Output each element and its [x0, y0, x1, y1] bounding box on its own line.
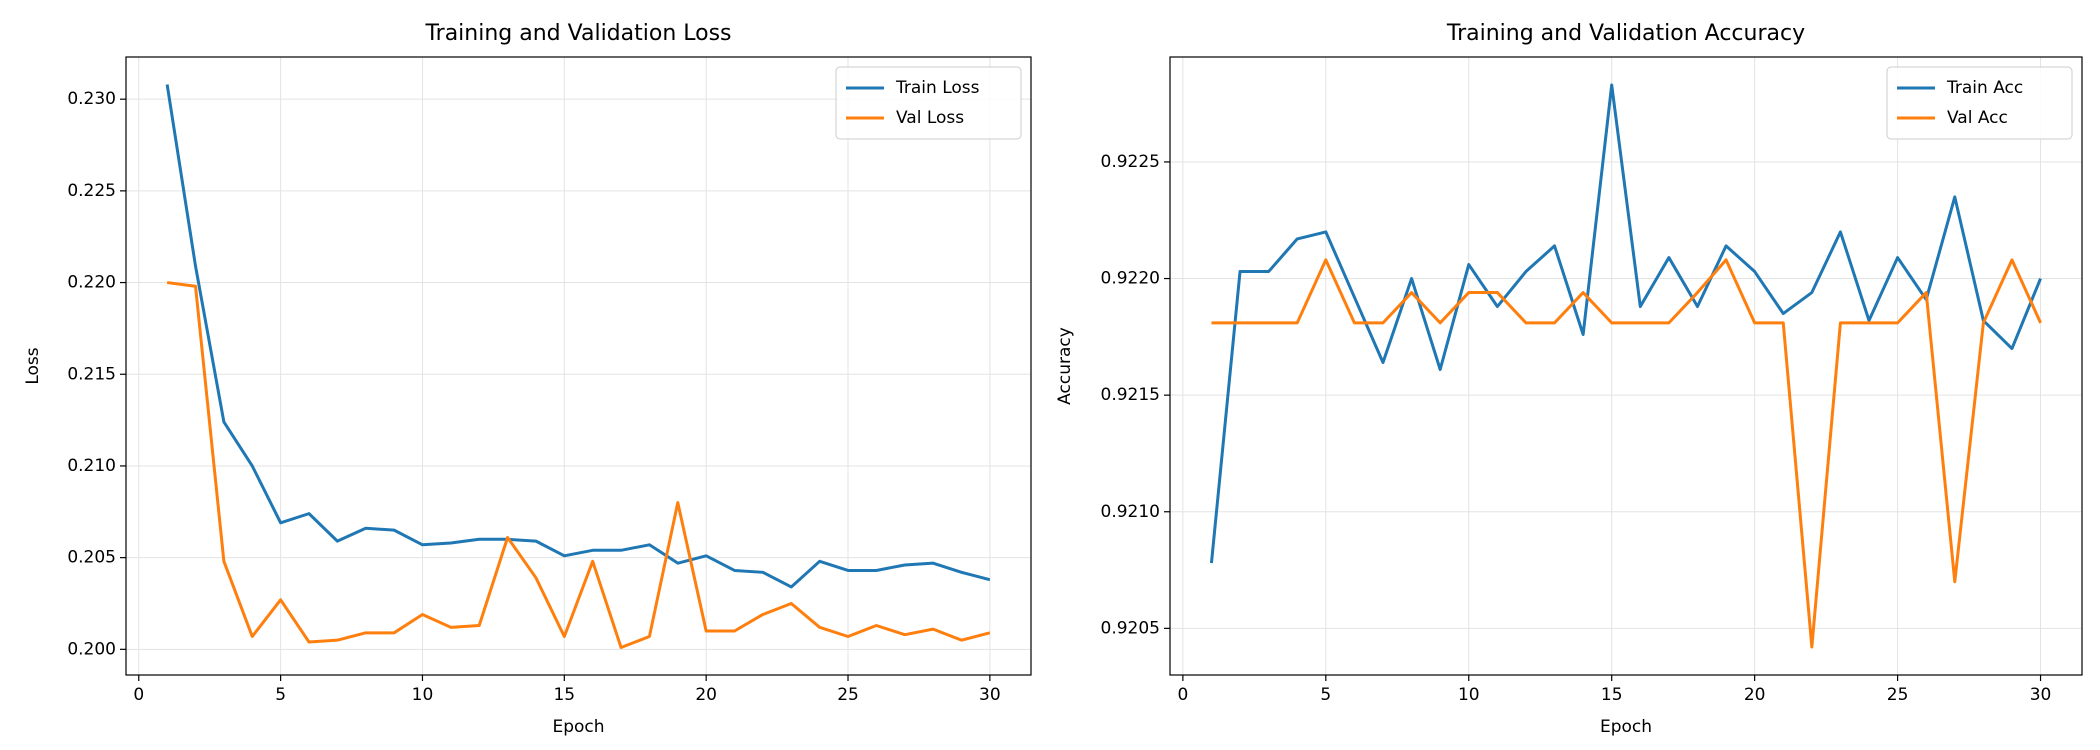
series-line — [166, 281, 991, 649]
legend: Train Acc Val Acc — [1886, 66, 2073, 140]
legend: Train Loss Val Loss — [835, 66, 1022, 140]
y-tick-label: 0.230 — [67, 89, 116, 109]
y-tick-label: 0.200 — [67, 639, 116, 659]
x-tick-label: 20 — [1744, 685, 1766, 705]
y-tick-label: 0.9210 — [1101, 502, 1160, 522]
x-tick-label: 25 — [1887, 685, 1909, 705]
plot-frame — [1169, 56, 2083, 676]
x-tick-label: 0 — [133, 685, 144, 705]
y-tick-label: 0.9220 — [1101, 269, 1160, 289]
y-tick-label: 0.9205 — [1101, 618, 1160, 638]
x-axis-label: Epoch — [1600, 717, 1652, 737]
x-tick-label: 30 — [979, 685, 1001, 705]
chart-title: Training and Validation Loss — [424, 21, 731, 46]
legend-label: Val Acc — [1947, 108, 2008, 128]
y-tick-label: 0.225 — [67, 181, 116, 201]
series-line — [1211, 258, 2042, 649]
x-tick-label: 0 — [1177, 685, 1188, 705]
y-tick-label: 0.205 — [67, 548, 116, 568]
y-tick-label: 0.9225 — [1101, 152, 1160, 172]
chart-title: Training and Validation Accuracy — [1446, 21, 1805, 46]
x-tick-label: 15 — [553, 685, 575, 705]
y-tick-label: 0.220 — [67, 273, 116, 293]
x-tick-label: 5 — [275, 685, 286, 705]
series-line — [165, 84, 991, 589]
x-tick-label: 20 — [695, 685, 717, 705]
legend-box — [1886, 66, 2073, 140]
legend-box — [835, 66, 1022, 140]
plot-frame — [125, 56, 1032, 676]
x-tick-label: 5 — [1320, 685, 1331, 705]
legend-label: Train Acc — [1946, 78, 2023, 98]
y-axis-label: Loss — [23, 347, 43, 384]
y-tick-label: 0.215 — [67, 364, 116, 384]
y-tick-label: 0.210 — [67, 456, 116, 476]
x-tick-label: 25 — [837, 685, 859, 705]
x-tick-label: 15 — [1601, 685, 1623, 705]
series-line — [1209, 83, 2042, 564]
y-tick-label: 0.9215 — [1101, 385, 1160, 405]
legend-label: Val Loss — [896, 108, 964, 128]
x-tick-label: 30 — [2030, 685, 2052, 705]
x-tick-label: 10 — [412, 685, 434, 705]
x-axis-label: Epoch — [552, 717, 604, 737]
y-axis-label: Accuracy — [1055, 327, 1075, 405]
legend-label: Train Loss — [895, 78, 980, 98]
x-tick-label: 10 — [1458, 685, 1480, 705]
